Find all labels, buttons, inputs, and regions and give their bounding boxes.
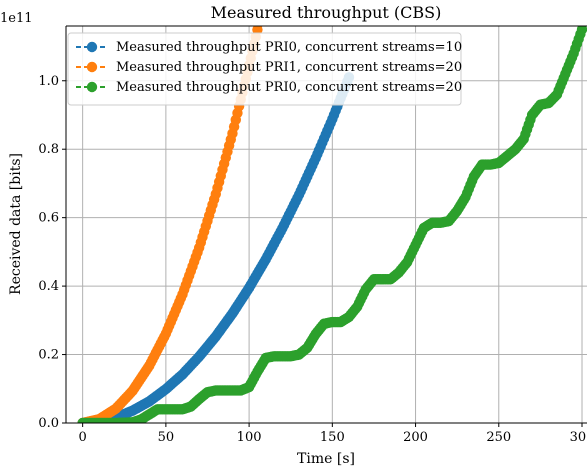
x-axis-label: Time [s] [297,451,355,467]
y-tick-label: 0.8 [38,142,59,157]
legend-label: Measured throughput PRI0, concurrent str… [116,80,462,95]
x-tick-label: 50 [158,430,175,445]
y-tick-label: 0.4 [38,279,59,294]
legend-marker [86,81,98,93]
x-tick-label: 0 [79,430,87,445]
x-tick-label: 200 [403,430,428,445]
x-tick-label: 300 [570,430,587,445]
y-tick-label: 1.0 [38,74,59,89]
legend-marker [86,61,98,73]
series-1 [77,72,355,423]
legend-label: Measured throughput PRI0, concurrent str… [116,40,462,55]
legend-marker [86,41,98,53]
y-offset-label: 1e11 [0,11,33,26]
data-point [576,26,587,35]
y-tick-label: 0.6 [38,211,59,226]
legend-box [67,32,462,106]
x-tick-label: 250 [486,430,511,445]
y-tick-label: 0.0 [38,416,59,431]
legend-label: Measured throughput PRI1, concurrent str… [116,60,462,75]
legend: Measured throughput PRI0, concurrent str… [67,32,462,106]
tick-labels: 0 50 100 150 200 250 300 0.0 0.2 0.4 0.6 0.8 1.0 [38,74,587,445]
chart-title: Measured throughput (CBS) [211,3,442,22]
y-axis-label: Received data [bits] [8,153,24,295]
axes [62,25,587,427]
y-tick-label: 0.2 [38,348,59,363]
x-tick-label: 150 [320,430,345,445]
series-3 [77,26,587,423]
x-tick-label: 100 [237,430,262,445]
